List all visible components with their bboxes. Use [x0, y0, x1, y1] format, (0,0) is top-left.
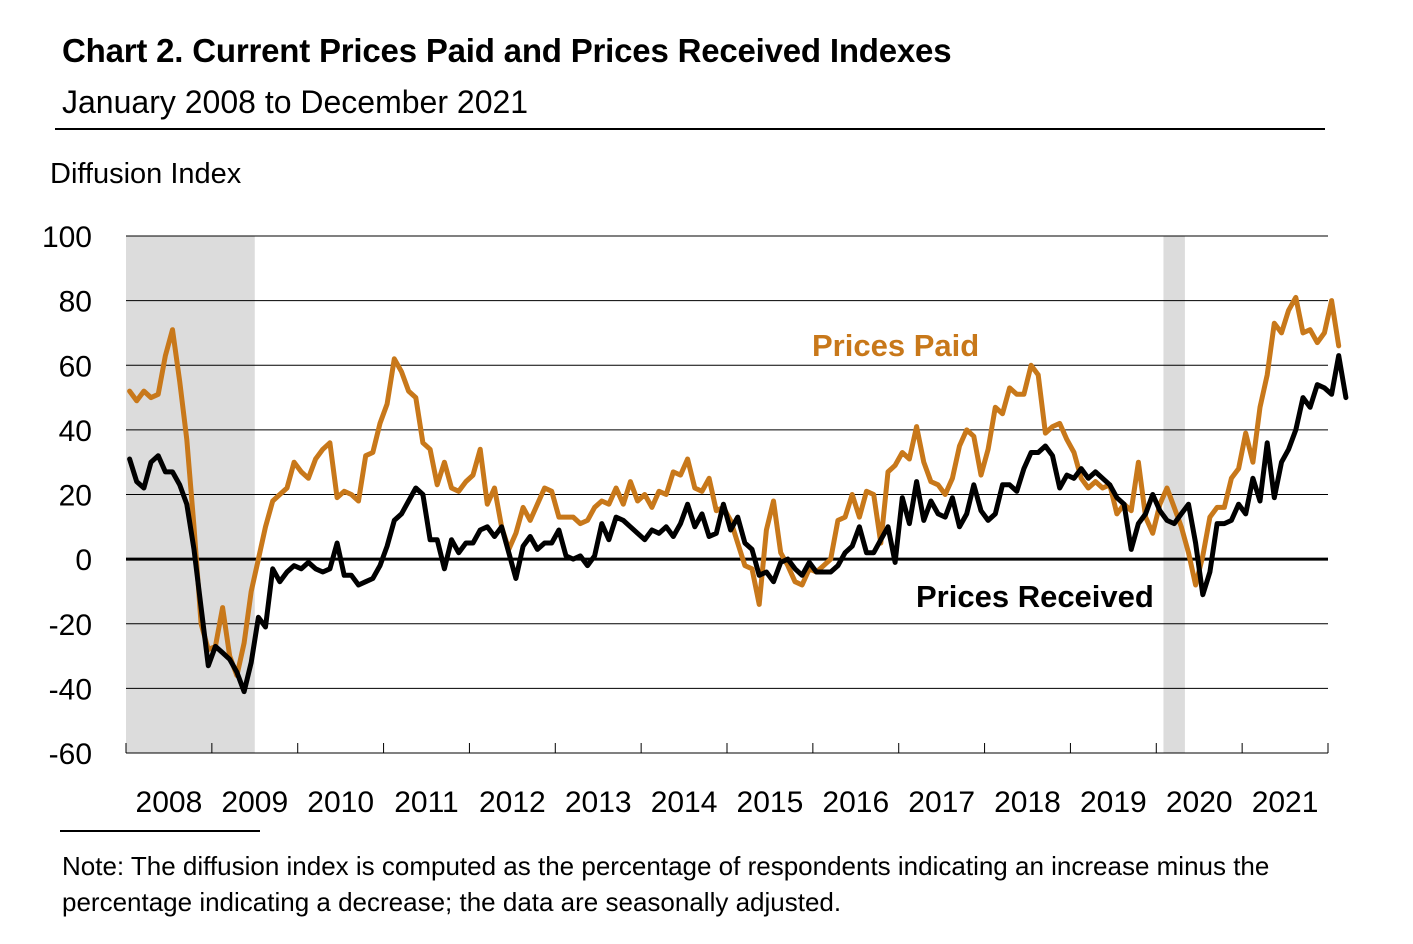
title-divider: [55, 128, 1325, 130]
y-tick-label: -60: [49, 738, 92, 771]
y-tick-label: 100: [42, 221, 92, 254]
x-tick-label: 2021: [1252, 786, 1319, 819]
y-axis-tick-labels: 100 80 60 40 20 0 -20 -40 -60: [42, 221, 92, 771]
x-axis-tick-labels: 2008 2009 2010 2011 2012 2013 2014 2015 2016 2017…: [136, 786, 1319, 819]
y-axis-label: Diffusion Index: [50, 158, 242, 190]
x-tick-label: 2013: [565, 786, 632, 819]
x-tick-label: 2020: [1166, 786, 1233, 819]
y-tick-label: -40: [49, 673, 92, 706]
y-tick-label: -20: [49, 609, 92, 642]
gridlines: [126, 235, 1328, 689]
y-tick-label: 80: [59, 286, 92, 319]
x-axis: [125, 557, 1329, 754]
y-tick-label: 20: [59, 480, 92, 513]
annotation-prices-received: Prices Received: [916, 579, 1154, 614]
x-tick-label: 2014: [651, 786, 718, 819]
x-tick-label: 2018: [994, 786, 1061, 819]
note-divider: [60, 830, 260, 832]
x-tick-label: 2009: [221, 786, 288, 819]
series-annotations: Prices Paid Prices Received: [812, 328, 1154, 614]
series-line-prices-received: [127, 353, 1349, 695]
x-tick-label: 2015: [737, 786, 804, 819]
x-tick-label: 2011: [394, 786, 459, 819]
y-tick-label: 60: [59, 350, 92, 383]
chart-subtitle: January 2008 to December 2021: [62, 84, 529, 120]
x-tick-label: 2016: [822, 786, 889, 819]
x-tick-label: 2012: [479, 786, 546, 819]
x-tick-label: 2019: [1080, 786, 1147, 819]
x-tick-label: 2010: [307, 786, 374, 819]
y-tick-label: 0: [75, 544, 92, 577]
chart-title: Chart 2. Current Prices Paid and Prices …: [62, 32, 952, 69]
x-tick-label: 2017: [908, 786, 975, 819]
chart-note: Note: The diffusion index is computed as…: [62, 851, 1270, 917]
annotation-prices-paid: Prices Paid: [812, 328, 979, 363]
series-lines: [127, 294, 1349, 695]
series-line-prices-paid: [127, 294, 1342, 678]
y-tick-label: 40: [59, 415, 92, 448]
x-tick-label: 2008: [136, 786, 203, 819]
